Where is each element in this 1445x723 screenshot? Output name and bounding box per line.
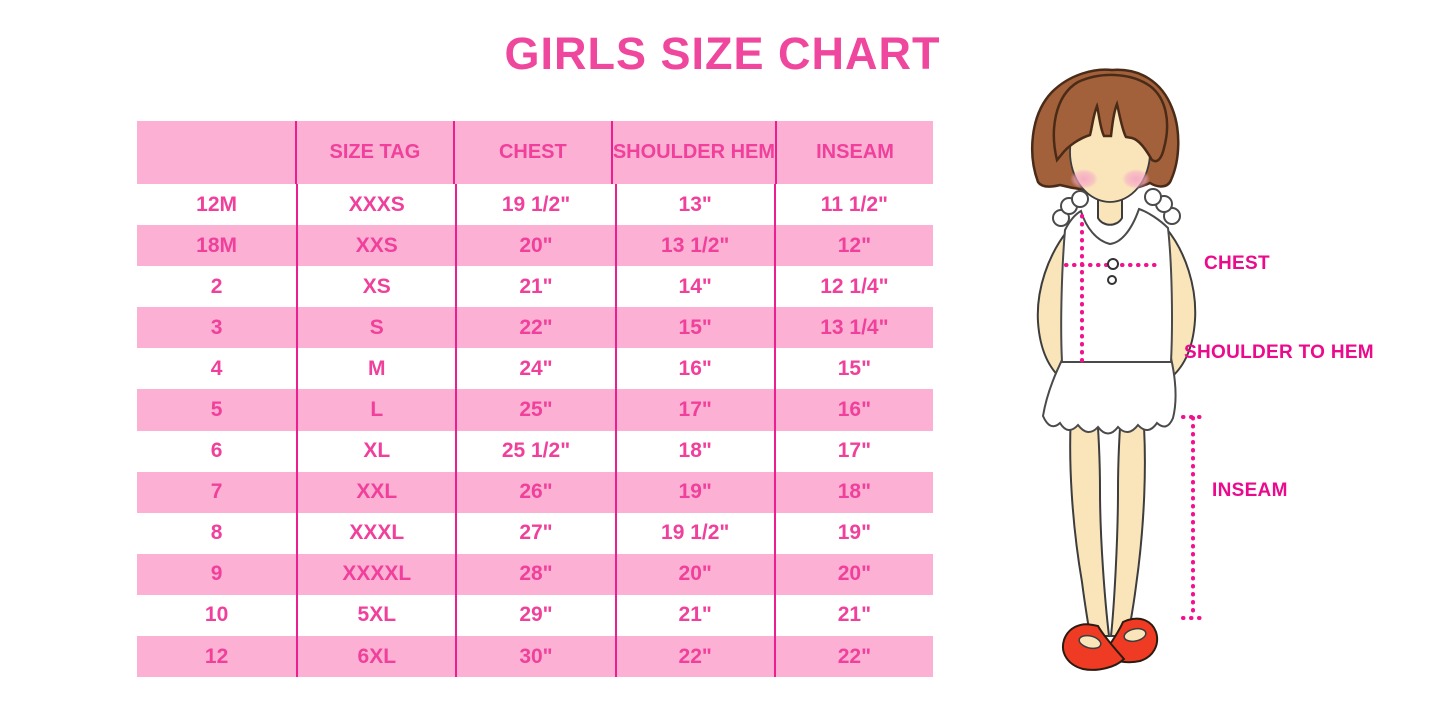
table-cell: 21" bbox=[455, 266, 614, 308]
shoulder-to-hem-label: SHOULDER TO HEM bbox=[1184, 342, 1374, 363]
table-cell: 25" bbox=[455, 389, 614, 431]
table-cell: XXXL bbox=[296, 512, 455, 554]
header-cell-shoulder-hem: SHOULDER HEM bbox=[610, 121, 775, 184]
table-cell: 16" bbox=[614, 348, 774, 390]
table-cell: 5 bbox=[210, 398, 223, 422]
table-cell: 15" bbox=[614, 307, 774, 349]
table-cell: 30" bbox=[455, 636, 614, 678]
measurement-diagram: CHEST SHOULDER TO HEM INSEAM bbox=[1000, 60, 1445, 710]
table-row: 10 5XL 29" 21" 21" bbox=[137, 594, 933, 637]
table-cell: 8 bbox=[210, 521, 223, 545]
table-cell: XXXS bbox=[296, 184, 455, 226]
table-cell: 18" bbox=[614, 430, 774, 472]
header-cell-inseam: INSEAM bbox=[775, 121, 933, 184]
table-cell: 13 1/2" bbox=[614, 225, 774, 267]
table-cell: S bbox=[296, 307, 455, 349]
table-cell: 11 1/2" bbox=[773, 184, 933, 226]
table-cell: 12" bbox=[773, 225, 933, 267]
table-cell: 13 1/4" bbox=[773, 307, 933, 349]
table-cell: 4 bbox=[210, 356, 223, 380]
table-cell: 17" bbox=[614, 389, 774, 431]
left-shoe bbox=[1062, 623, 1126, 671]
table-row: 6 XL 25 1/2" 18" 17" bbox=[137, 430, 933, 472]
chest-label: CHEST bbox=[1204, 253, 1270, 274]
table-cell: 10 bbox=[204, 603, 229, 627]
table-cell: 3 bbox=[210, 315, 223, 339]
table-row: 18M XXS 20" 13 1/2" 12" bbox=[137, 225, 933, 267]
table-cell: 7 bbox=[210, 480, 223, 504]
right-leg bbox=[1109, 399, 1146, 637]
table-cell: 12 1/4" bbox=[773, 266, 933, 308]
table-cell: XXS bbox=[296, 225, 455, 267]
table-cell: 22" bbox=[773, 636, 933, 678]
table-row: 9 XXXXL 28" 20" 20" bbox=[137, 553, 933, 595]
table-cell: 26" bbox=[455, 471, 614, 513]
table-cell: 19" bbox=[614, 471, 774, 513]
table-cell: XL bbox=[296, 430, 455, 472]
table-cell: XXL bbox=[296, 471, 455, 513]
table-cell: 15" bbox=[773, 348, 933, 390]
button-top bbox=[1107, 258, 1119, 270]
header-cell-chest: CHEST bbox=[452, 121, 611, 184]
table-cell: 6 bbox=[210, 439, 223, 463]
button-bottom bbox=[1107, 275, 1117, 285]
table-cell: 14" bbox=[614, 266, 774, 308]
table-cell: 20" bbox=[455, 225, 614, 267]
table-cell: L bbox=[296, 389, 455, 431]
table-cell: 19 1/2" bbox=[455, 184, 614, 226]
table-cell: 18" bbox=[773, 471, 933, 513]
table-cell: 19 1/2" bbox=[614, 512, 774, 554]
header-cell-size bbox=[137, 121, 295, 184]
table-row: 3 S 22" 15" 13 1/4" bbox=[137, 307, 933, 349]
blush-left bbox=[1070, 169, 1098, 189]
table-cell: 20" bbox=[614, 553, 774, 595]
table-cell: 21" bbox=[614, 594, 774, 637]
table-cell: 27" bbox=[455, 512, 614, 554]
table-cell: 28" bbox=[455, 553, 614, 595]
size-table-header: SIZE TAG CHEST SHOULDER HEM INSEAM bbox=[137, 121, 933, 184]
table-row: 12 6XL 30" 22" 22" bbox=[137, 636, 933, 678]
shoulder-ruffles bbox=[1052, 188, 1181, 227]
header-cell-size-tag: SIZE TAG bbox=[294, 121, 453, 184]
page-title: GIRLS SIZE CHART bbox=[504, 28, 941, 79]
table-cell: 6XL bbox=[296, 636, 455, 678]
table-row: 5 L 25" 17" 16" bbox=[137, 389, 933, 431]
table-cell: 16" bbox=[773, 389, 933, 431]
table-cell: 19" bbox=[773, 512, 933, 554]
table-cell: XXXXL bbox=[296, 553, 455, 595]
table-cell: 12M bbox=[196, 192, 238, 216]
left-leg bbox=[1069, 399, 1111, 637]
blush-right bbox=[1122, 169, 1150, 189]
blouse bbox=[1060, 207, 1173, 363]
skirt bbox=[1041, 357, 1177, 435]
inseam-label: INSEAM bbox=[1212, 480, 1288, 501]
table-cell: 20" bbox=[773, 553, 933, 595]
table-cell: 17" bbox=[773, 430, 933, 472]
table-cell: 25 1/2" bbox=[455, 430, 614, 472]
table-cell: 2 bbox=[210, 274, 223, 298]
table-cell: 9 bbox=[210, 562, 223, 586]
table-cell: 29" bbox=[455, 594, 614, 637]
girl-illustration bbox=[1030, 68, 1207, 671]
table-row: 8 XXXL 27" 19 1/2" 19" bbox=[137, 512, 933, 554]
table-cell: M bbox=[296, 348, 455, 390]
table-cell: 22" bbox=[614, 636, 774, 678]
table-cell: 5XL bbox=[296, 594, 455, 637]
girls-size-table: SIZE TAG CHEST SHOULDER HEM INSEAM 12M X… bbox=[137, 121, 933, 678]
hair-bangs bbox=[1052, 73, 1169, 163]
table-cell: 18M bbox=[196, 233, 238, 257]
size-table-body: 12M XXXS 19 1/2" 13" 11 1/2" 18M XXS 20"… bbox=[137, 184, 933, 678]
table-cell: 22" bbox=[455, 307, 614, 349]
table-row: 2 XS 21" 14" 12 1/4" bbox=[137, 266, 933, 308]
table-row: 7 XXL 26" 19" 18" bbox=[137, 471, 933, 513]
table-row: 4 M 24" 16" 15" bbox=[137, 348, 933, 390]
table-cell: 12 bbox=[204, 644, 229, 668]
table-cell: 24" bbox=[455, 348, 614, 390]
table-row: 12M XXXS 19 1/2" 13" 11 1/2" bbox=[137, 184, 933, 226]
table-cell: 13" bbox=[614, 184, 774, 226]
table-cell: 21" bbox=[773, 594, 933, 637]
table-cell: XS bbox=[296, 266, 455, 308]
